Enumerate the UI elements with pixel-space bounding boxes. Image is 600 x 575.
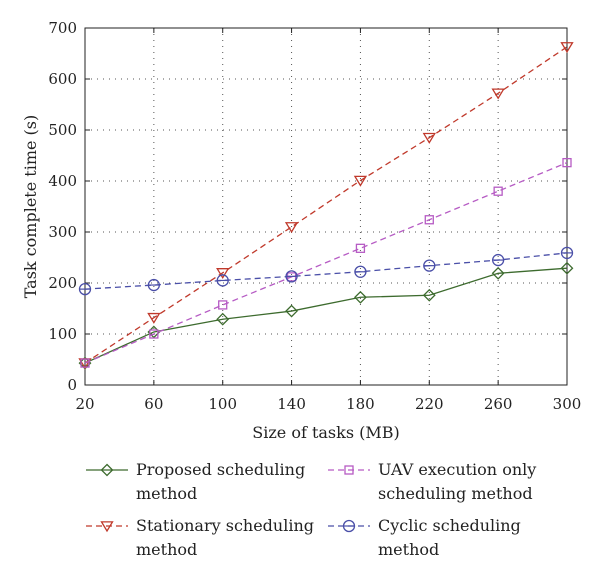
x-tick-label: 260 bbox=[484, 395, 513, 413]
legend-marker bbox=[100, 521, 114, 533]
data-point bbox=[491, 266, 505, 280]
legend-marker bbox=[344, 465, 354, 475]
legend-label-cyclic-line1: Cyclic scheduling bbox=[378, 516, 521, 535]
x-tick-label: 300 bbox=[553, 395, 582, 413]
series-2 bbox=[78, 42, 574, 370]
x-tick-label: 140 bbox=[277, 395, 306, 413]
series-line bbox=[84, 46, 568, 364]
data-point bbox=[560, 42, 574, 54]
data-point bbox=[284, 222, 299, 234]
x-tick-label: 100 bbox=[208, 395, 237, 413]
grid bbox=[85, 28, 567, 385]
series-line bbox=[84, 252, 568, 290]
data-point bbox=[562, 157, 572, 168]
data-point bbox=[216, 312, 230, 326]
data-point bbox=[422, 288, 436, 302]
data-point bbox=[491, 88, 505, 100]
legend-label-uav-line1: UAV execution only bbox=[378, 460, 537, 479]
legend-label-cyclic-line2: method bbox=[378, 540, 440, 559]
data-point bbox=[218, 300, 228, 310]
series-4 bbox=[78, 246, 574, 296]
legend-item-stationary: Stationary scheduling method bbox=[84, 514, 314, 562]
data-point bbox=[147, 312, 161, 324]
data-point bbox=[560, 261, 574, 275]
legend-item-uav: UAV execution only scheduling method bbox=[326, 458, 536, 506]
series-3 bbox=[80, 157, 572, 368]
x-tick-label: 220 bbox=[415, 395, 444, 413]
legend-label-uav-line2: scheduling method bbox=[378, 484, 533, 503]
legend-marker-proposed bbox=[86, 463, 128, 477]
series-group bbox=[78, 42, 574, 370]
data-point bbox=[354, 290, 367, 304]
legend-marker-cyclic bbox=[328, 519, 370, 533]
data-point bbox=[149, 329, 159, 339]
x-tick-label: 180 bbox=[346, 395, 375, 413]
data-point bbox=[355, 243, 366, 253]
legend-label-stationary-line1: Stationary scheduling bbox=[136, 516, 314, 535]
data-point bbox=[424, 215, 434, 225]
legend-marker-uav bbox=[328, 465, 370, 475]
y-tick-label: 700 bbox=[48, 19, 77, 37]
legend-label-proposed-line2: method bbox=[136, 484, 198, 503]
x-axis-label: Size of tasks (MB) bbox=[252, 423, 400, 442]
legend-item-cyclic: Cyclic scheduling method bbox=[326, 514, 521, 562]
data-point bbox=[216, 268, 230, 280]
x-tick-label: 60 bbox=[144, 395, 163, 413]
y-tick-label: 500 bbox=[48, 121, 77, 139]
y-tick-label: 200 bbox=[48, 274, 77, 292]
legend-item-proposed: Proposed scheduling method bbox=[84, 458, 305, 506]
data-point bbox=[422, 132, 436, 144]
y-tick-label: 600 bbox=[48, 70, 77, 88]
line-chart: 0 100 200 300 400 500 600 700 20 60 100 140 180 220 26… bbox=[21, 19, 581, 442]
data-point bbox=[285, 304, 298, 318]
data-point bbox=[353, 175, 368, 187]
data-point bbox=[80, 358, 90, 368]
data-point bbox=[493, 186, 503, 196]
y-tick-label: 300 bbox=[48, 223, 77, 241]
x-tick-label: 20 bbox=[75, 395, 94, 413]
y-axis-label: Task complete time (s) bbox=[21, 115, 40, 299]
y-tick-label: 400 bbox=[48, 172, 77, 190]
y-tick-label: 100 bbox=[48, 325, 77, 343]
legend-label-stationary-line2: method bbox=[136, 540, 198, 559]
legend-marker bbox=[100, 463, 114, 477]
legend-label-proposed-line1: Proposed scheduling bbox=[136, 460, 306, 479]
axis-ticks: 0 100 200 300 400 500 600 700 20 60 100 140 180 220 26… bbox=[48, 19, 581, 413]
y-tick-label: 0 bbox=[67, 376, 77, 394]
legend-marker-stationary bbox=[86, 521, 128, 533]
legend: Proposed scheduling method UAV execution… bbox=[0, 458, 600, 573]
series-line bbox=[84, 162, 568, 364]
series-line bbox=[84, 267, 568, 364]
plot-frame bbox=[84, 27, 568, 386]
